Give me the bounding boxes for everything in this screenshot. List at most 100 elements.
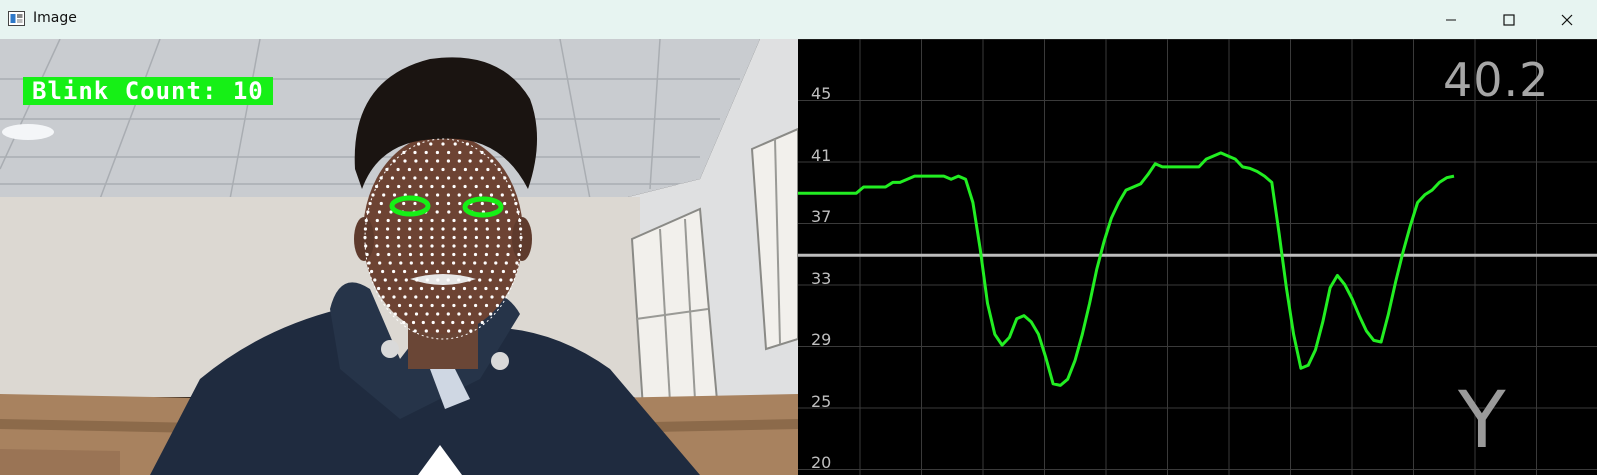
mesh-landmark bbox=[430, 218, 434, 223]
ceiling-light bbox=[2, 124, 54, 140]
mesh-landmark bbox=[496, 184, 500, 189]
close-button[interactable] bbox=[1538, 0, 1596, 39]
mesh-landmark bbox=[447, 150, 451, 155]
y-tick-label: 41 bbox=[811, 145, 832, 165]
mesh-landmark bbox=[381, 295, 385, 299]
maximize-button[interactable] bbox=[1480, 0, 1538, 39]
mesh-landmark bbox=[397, 218, 401, 223]
mesh-landmark bbox=[452, 184, 456, 189]
mesh-landmark bbox=[396, 167, 400, 172]
mesh-landmark bbox=[468, 295, 472, 299]
y-tick-label: 45 bbox=[811, 84, 832, 103]
mesh-landmark bbox=[375, 184, 379, 189]
mesh-landmark bbox=[441, 142, 445, 146]
mesh-landmark bbox=[430, 261, 434, 265]
mesh-landmark bbox=[441, 286, 445, 291]
mesh-landmark bbox=[479, 193, 483, 197]
mesh-landmark bbox=[497, 235, 501, 240]
mesh-landmark bbox=[495, 252, 499, 257]
mesh-landmark bbox=[506, 252, 510, 257]
minimize-icon bbox=[1446, 19, 1456, 20]
mesh-landmark bbox=[409, 261, 413, 265]
axis-letter: Y bbox=[1458, 376, 1506, 466]
mesh-landmark bbox=[473, 252, 478, 257]
mesh-landmark bbox=[402, 176, 406, 180]
webcam-feed: Blink Count: 10 bbox=[0, 39, 798, 475]
mesh-landmark bbox=[397, 244, 401, 248]
mesh-landmark bbox=[430, 227, 434, 231]
mesh-landmark bbox=[512, 269, 517, 274]
mesh-landmark bbox=[386, 184, 390, 189]
mesh-landmark bbox=[430, 235, 434, 240]
mesh-landmark bbox=[387, 286, 391, 291]
mesh-landmark bbox=[509, 278, 513, 282]
y-tick-label: 29 bbox=[811, 330, 832, 349]
mesh-landmark bbox=[425, 159, 429, 163]
mesh-landmark bbox=[436, 193, 440, 197]
mesh-landmark bbox=[366, 210, 370, 214]
mesh-landmark bbox=[508, 235, 512, 240]
mesh-landmark bbox=[402, 150, 406, 155]
mesh-landmark bbox=[419, 303, 423, 308]
mesh-landmark bbox=[419, 244, 423, 248]
mesh-landmark bbox=[399, 261, 403, 265]
mesh-landmark bbox=[495, 286, 499, 291]
mesh-landmark bbox=[496, 244, 500, 248]
mesh-landmark bbox=[462, 261, 466, 265]
mesh-landmark bbox=[409, 286, 413, 291]
mesh-landmark bbox=[452, 244, 456, 248]
mesh-landmark bbox=[364, 244, 368, 248]
mesh-landmark bbox=[505, 286, 509, 291]
mesh-landmark bbox=[488, 278, 492, 282]
mesh-landmark bbox=[463, 167, 467, 172]
mesh-landmark bbox=[463, 227, 467, 231]
mesh-landmark bbox=[467, 312, 472, 316]
mesh-landmark bbox=[457, 278, 461, 282]
mesh-landmark bbox=[414, 312, 419, 316]
mesh-landmark bbox=[370, 269, 374, 274]
mesh-landmark bbox=[441, 167, 445, 172]
mesh-landmark bbox=[374, 227, 379, 231]
mesh-landmark bbox=[447, 210, 451, 214]
webcam-scene bbox=[0, 39, 798, 475]
mesh-landmark bbox=[501, 269, 505, 274]
mesh-landmark bbox=[441, 261, 445, 265]
mesh-landmark bbox=[457, 159, 461, 163]
mesh-landmark bbox=[452, 261, 456, 265]
mesh-landmark bbox=[478, 312, 482, 316]
series-line bbox=[798, 151, 1455, 387]
mesh-landmark bbox=[407, 167, 411, 172]
mesh-landmark bbox=[385, 235, 389, 240]
mesh-landmark bbox=[516, 210, 520, 214]
mesh-landmark bbox=[452, 252, 456, 257]
hoodie-eyelet-left bbox=[381, 340, 399, 358]
mesh-landmark bbox=[503, 201, 507, 206]
mesh-landmark bbox=[429, 142, 433, 146]
mesh-landmark bbox=[452, 235, 456, 240]
mesh-landmark bbox=[514, 201, 518, 206]
mesh-landmark bbox=[436, 159, 440, 163]
mesh-landmark bbox=[424, 150, 428, 155]
mesh-landmark bbox=[490, 295, 494, 299]
mesh-landmark bbox=[408, 252, 413, 257]
mesh-landmark bbox=[518, 244, 522, 248]
windows bbox=[630, 127, 798, 441]
mesh-landmark bbox=[404, 278, 408, 282]
mesh-landmark bbox=[485, 184, 489, 189]
mesh-landmark bbox=[441, 184, 445, 189]
mesh-landmark bbox=[374, 235, 378, 240]
mesh-landmark bbox=[441, 303, 445, 308]
y-tick-label: 37 bbox=[811, 207, 832, 226]
mesh-landmark bbox=[430, 286, 434, 291]
mesh-landmark bbox=[394, 278, 398, 282]
eye-contour-right bbox=[462, 196, 504, 218]
mesh-landmark bbox=[396, 235, 400, 240]
mesh-landmark bbox=[507, 218, 511, 223]
mesh-landmark bbox=[403, 269, 407, 274]
mesh-landmark bbox=[483, 261, 487, 265]
mesh-landmark bbox=[479, 159, 483, 163]
mesh-landmark bbox=[515, 261, 519, 265]
mesh-landmark bbox=[446, 193, 450, 197]
minimize-button[interactable] bbox=[1422, 0, 1480, 39]
mesh-landmark bbox=[387, 303, 391, 308]
